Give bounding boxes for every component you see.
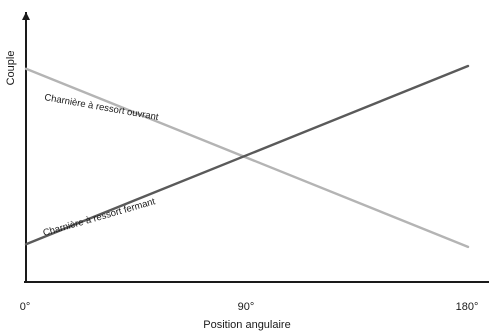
series-line-ouvrant <box>24 67 470 249</box>
x-tick-label-0: 0° <box>20 301 31 313</box>
x-tick-label-90: 90° <box>238 301 255 313</box>
series-line-fermant <box>24 64 470 246</box>
y-axis-title: Couple <box>5 51 17 86</box>
x-tick-label-180: 180° <box>456 301 479 313</box>
series-label-fermant: Charnière à ressort fermant <box>42 196 157 239</box>
series-label-ouvrant: Charnière à ressort ouvrant <box>43 92 159 123</box>
x-axis-title: Position angulaire <box>203 319 290 331</box>
